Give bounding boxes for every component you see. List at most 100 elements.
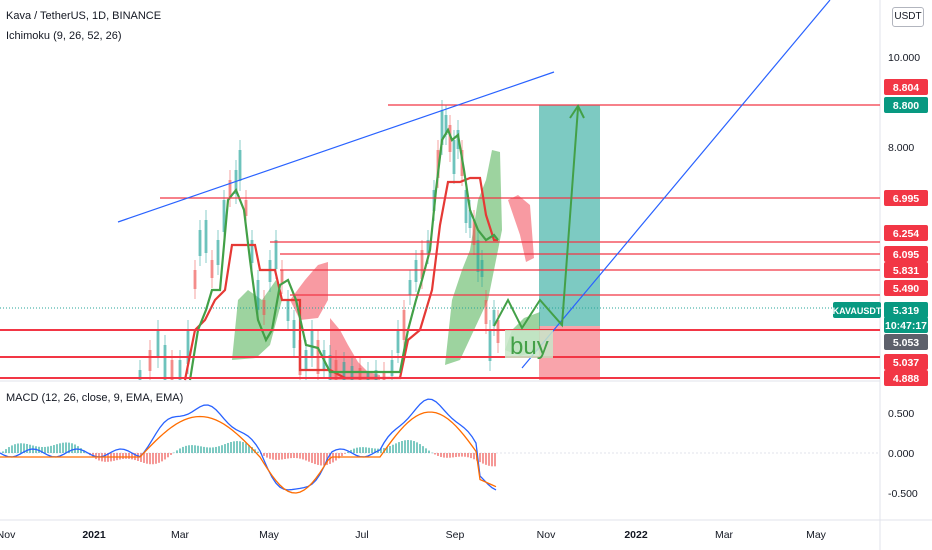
macd-histogram-bar (296, 453, 298, 459)
macd-histogram-bar (2, 451, 4, 453)
ichimoku-cloud-bullish (445, 150, 502, 365)
time-axis-tick: May (806, 529, 827, 541)
macd-histogram-bar (251, 447, 253, 453)
candle-body (414, 260, 418, 282)
macd-histogram-bar (224, 444, 226, 453)
macd-histogram-bar (191, 445, 193, 453)
candle-body (148, 350, 152, 371)
ichimoku-tenkan-line (188, 127, 499, 381)
buy-annotation-label: buy (510, 333, 549, 360)
buy-annotation-box (505, 330, 553, 358)
lower-trend-line (521, 0, 831, 369)
candle-body (186, 330, 190, 364)
macd-histogram-bar (14, 444, 16, 453)
candle-body (170, 360, 174, 380)
macd-histogram-bar (257, 451, 259, 453)
candle-body (382, 372, 386, 380)
candle-body (440, 110, 444, 145)
macd-histogram-bar (125, 453, 127, 459)
ichimoku-legend[interactable]: Ichimoku (9, 26, 52, 26) (6, 30, 122, 42)
symbol-title: Kava / TetherUS, 1D, BINANCE (6, 10, 162, 22)
candle-body (138, 370, 142, 380)
macd-histogram-bar (281, 453, 283, 460)
macd-histogram-bar (248, 444, 250, 453)
macd-histogram-bar (314, 453, 316, 465)
candle-body (436, 150, 440, 178)
price-tag (884, 317, 928, 333)
macd-line (0, 398, 497, 491)
macd-histogram-bar (467, 453, 469, 458)
candle-body (228, 180, 232, 197)
time-axis-tick: Jul (355, 529, 368, 541)
candle-body (286, 300, 290, 321)
price-tag (884, 280, 928, 296)
macd-histogram-bar (194, 445, 196, 453)
macd-histogram-bar (146, 453, 148, 464)
price-tag-label: 10:47:17 (885, 320, 927, 332)
macd-histogram-bar (209, 447, 211, 453)
macd-histogram-bar (479, 453, 481, 463)
macd-histogram-bar (23, 443, 25, 453)
candle-body (496, 320, 500, 343)
macd-histogram-bar (401, 440, 403, 453)
candle-body (204, 220, 208, 253)
macd-histogram-bar (452, 453, 454, 458)
macd-histogram-bar (149, 453, 151, 465)
macd-histogram-bar (161, 453, 163, 462)
macd-histogram-bar (26, 443, 28, 453)
candle-body (238, 150, 242, 181)
candle-body (476, 240, 480, 272)
macd-histogram-bar (389, 446, 391, 453)
macd-histogram-bar (440, 453, 442, 457)
currency-button[interactable]: USDT (892, 7, 924, 27)
price-tag (884, 190, 928, 206)
macd-histogram-bar (203, 446, 205, 453)
macd-histogram-bar (350, 449, 352, 453)
macd-histogram-bar (170, 453, 172, 455)
candle-body (244, 200, 248, 216)
price-tag-label: 6.254 (893, 228, 919, 240)
price-tag (884, 302, 928, 318)
macd-histogram-bar (278, 453, 280, 460)
candle-body (178, 360, 182, 380)
macd-histogram-bar (236, 441, 238, 453)
macd-histogram-bar (392, 444, 394, 453)
macd-histogram-bar (80, 448, 82, 453)
macd-histogram-bar (83, 450, 85, 453)
macd-histogram-bar (494, 453, 496, 467)
price-tag-label: 5.490 (893, 283, 919, 295)
price-tag (884, 79, 928, 95)
candle-body (472, 220, 476, 245)
macd-histogram-bar (272, 453, 274, 460)
macd-histogram-bar (374, 448, 376, 453)
macd-histogram-bar (299, 453, 301, 459)
macd-histogram-bar (356, 447, 358, 453)
macd-histogram-bar (284, 453, 286, 460)
macd-histogram-bar (353, 448, 355, 453)
macd-histogram-bar (158, 453, 160, 463)
macd-histogram-bar (155, 453, 157, 464)
macd-histogram-bar (182, 446, 184, 453)
symbol-tag (833, 302, 881, 318)
price-tag-label: 5.053 (893, 337, 919, 349)
price-tag (884, 354, 928, 370)
macd-histogram-bar (290, 453, 292, 459)
candle-body (334, 360, 338, 380)
macd-histogram-bar (56, 444, 58, 453)
macd-histogram-bar (434, 453, 436, 455)
macd-histogram-bar (488, 453, 490, 466)
macd-histogram-bar (449, 453, 451, 458)
macd-histogram-bar (293, 453, 295, 458)
macd-legend[interactable]: MACD (12, 26, close, 9, EMA, EMA) (6, 392, 184, 404)
macd-histogram-bar (65, 442, 67, 453)
macd-histogram-bar (347, 451, 349, 453)
macd-histogram-bar (20, 443, 22, 453)
macd-histogram-bar (263, 453, 265, 456)
candle-body (420, 250, 424, 279)
macd-histogram-bar (482, 453, 484, 464)
macd-histogram-bar (308, 453, 310, 462)
macd-histogram-bar (317, 453, 319, 465)
macd-histogram-bar (152, 453, 154, 465)
time-axis-tick: 2021 (82, 529, 106, 541)
